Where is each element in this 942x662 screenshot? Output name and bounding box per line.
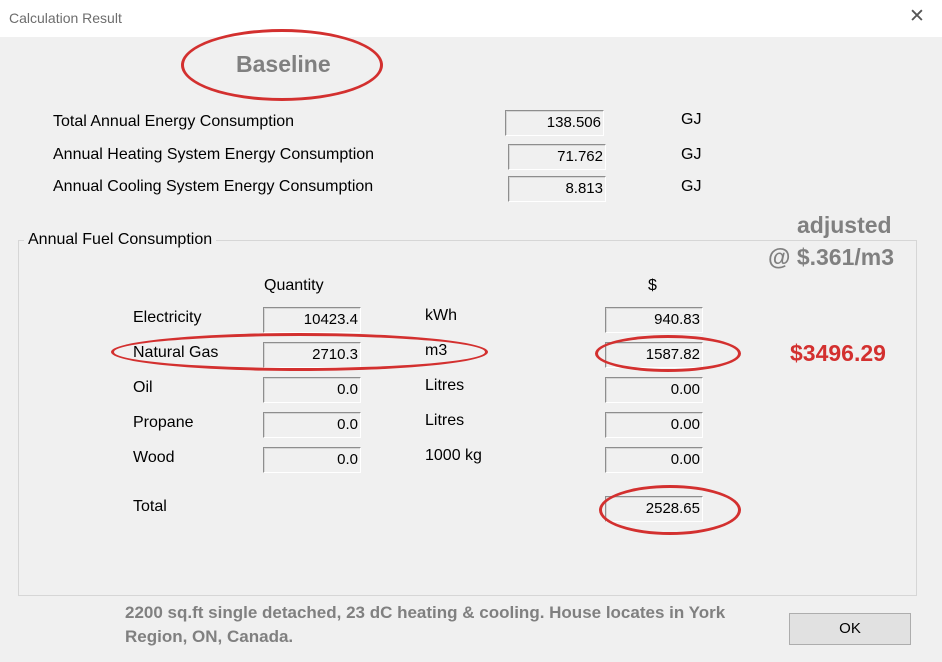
fuel-cost-electricity: 940.83: [605, 307, 703, 333]
fuel-label-electricity: Electricity: [133, 309, 202, 326]
close-icon[interactable]: ✕: [909, 6, 925, 27]
fuel-cost-wood: 0.00: [605, 447, 703, 473]
footnote-annotation: 2200 sq.ft single detached, 23 dC heatin…: [125, 603, 726, 646]
fuel-label-propane: Propane: [133, 414, 194, 431]
ok-button[interactable]: OK: [789, 613, 911, 645]
energy-unit-heating: GJ: [681, 146, 702, 163]
fuel-quantity-electricity: 10423.4: [263, 307, 361, 333]
quantity-header: Quantity: [264, 277, 324, 294]
cost-header: $: [648, 277, 657, 294]
fuel-unit-propane: Litres: [425, 412, 465, 429]
energy-label-heating: Annual Heating System Energy Consumption: [53, 146, 375, 163]
fuel-label-wood: Wood: [133, 449, 175, 466]
energy-unit-cooling: GJ: [681, 178, 702, 195]
fuel-quantity-natural-gas: 2710.3: [263, 342, 361, 368]
fuel-cost-natural-gas: 1587.82: [605, 342, 703, 368]
total-label: Total: [133, 498, 167, 515]
fuel-unit-oil: Litres: [425, 377, 465, 394]
energy-field-cooling: 8.813: [508, 176, 606, 202]
energy-field-heating: 71.762: [508, 144, 606, 170]
fuel-group-box: [18, 240, 917, 596]
title-bar: [0, 0, 942, 37]
fuel-cost-propane: 0.00: [605, 412, 703, 438]
fuel-quantity-oil: 0.0: [263, 377, 361, 403]
fuel-label-natural-gas: Natural Gas: [133, 344, 219, 361]
fuel-unit-electricity: kWh: [425, 307, 457, 324]
fuel-unit-wood: 1000 kg: [425, 447, 482, 464]
energy-field-total: 138.506: [505, 110, 604, 136]
fuel-cost-oil: 0.00: [605, 377, 703, 403]
baseline-annotation: Baseline: [236, 51, 331, 77]
fuel-unit-natural-gas: m3: [425, 342, 448, 359]
energy-unit-total: GJ: [681, 111, 702, 128]
total-cost-field: 2528.65: [605, 496, 703, 522]
window-title: Calculation Result: [9, 10, 122, 26]
adjusted-total-annotation: $3496.29: [790, 340, 886, 366]
adjusted-rate-annotation: @ $.361/m3: [768, 244, 895, 270]
energy-label-total: Total Annual Energy Consumption: [53, 113, 295, 130]
fuel-quantity-wood: 0.0: [263, 447, 361, 473]
fuel-label-oil: Oil: [133, 379, 153, 396]
fuel-group-title: Annual Fuel Consumption: [24, 231, 217, 249]
fuel-quantity-propane: 0.0: [263, 412, 361, 438]
energy-label-cooling: Annual Cooling System Energy Consumption: [53, 178, 374, 195]
adjusted-annotation: adjusted: [797, 212, 892, 238]
